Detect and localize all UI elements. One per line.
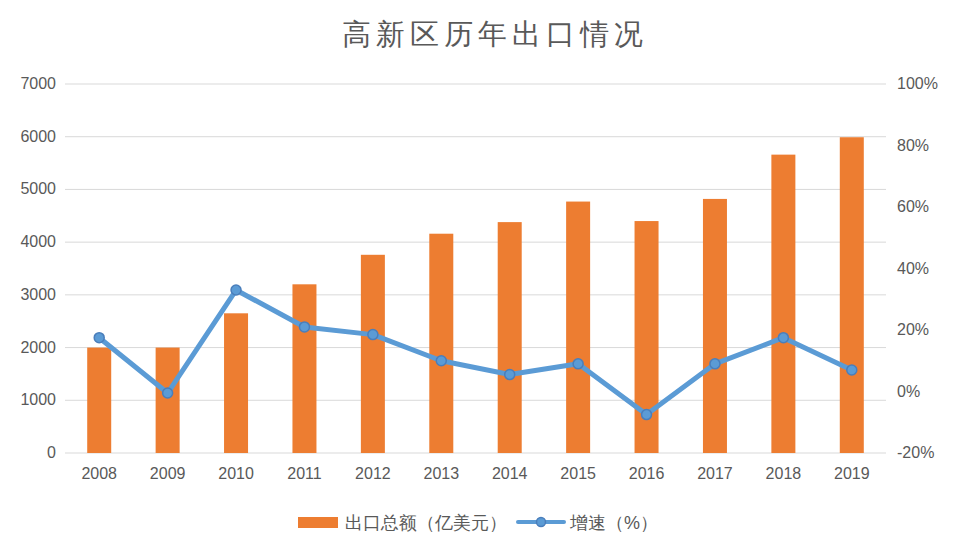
line-series xyxy=(94,285,857,420)
line-point-2011 xyxy=(299,322,309,332)
x-axis-label: 2016 xyxy=(629,465,665,482)
bar-2018 xyxy=(771,155,795,453)
legend-line-label: 增速（%） xyxy=(569,513,658,533)
legend: 出口总额（亿美元） 增速（%） xyxy=(298,513,658,533)
bar-2014 xyxy=(498,222,522,453)
bar-2009 xyxy=(156,348,180,453)
legend-bar-swatch xyxy=(298,517,338,528)
x-axis-label: 2013 xyxy=(423,465,459,482)
line-point-2019 xyxy=(847,365,857,375)
line-point-2008 xyxy=(94,333,104,343)
left-axis-label: 4000 xyxy=(20,233,56,250)
bar-2013 xyxy=(429,234,453,453)
line-point-2013 xyxy=(436,356,446,366)
line-point-2009 xyxy=(163,388,173,398)
x-axis-label: 2017 xyxy=(697,465,733,482)
chart-canvas: 高新区历年出口情况 01000200030004000500060007000 … xyxy=(0,0,955,552)
bar-2017 xyxy=(703,199,727,453)
export-chart: 高新区历年出口情况 01000200030004000500060007000 … xyxy=(0,0,955,552)
x-axis-label: 2015 xyxy=(560,465,596,482)
x-axis-label: 2010 xyxy=(218,465,254,482)
left-axis-label: 2000 xyxy=(20,339,56,356)
bar-2011 xyxy=(292,284,316,453)
x-axis-label: 2012 xyxy=(355,465,391,482)
gridlines xyxy=(65,84,886,453)
bar-2012 xyxy=(361,255,385,453)
left-axis-label: 0 xyxy=(47,444,56,461)
bar-2010 xyxy=(224,313,248,453)
left-axis-label: 3000 xyxy=(20,286,56,303)
x-axis-label: 2011 xyxy=(287,465,322,482)
right-axis-label: 20% xyxy=(897,321,929,338)
line-point-2012 xyxy=(368,330,378,340)
x-axis-tick-labels: 2008 2009 2010 2011 2012 2013 2014 2015 2016 2017… xyxy=(81,465,869,482)
right-axis-label: 40% xyxy=(897,260,929,277)
x-axis-label: 2014 xyxy=(492,465,528,482)
chart-title: 高新区历年出口情况 xyxy=(342,18,648,50)
line-point-2015 xyxy=(573,359,583,369)
right-axis-label: 60% xyxy=(897,198,929,215)
legend-line-marker xyxy=(537,518,546,527)
bar-2015 xyxy=(566,202,590,453)
left-axis-label: 1000 xyxy=(20,391,56,408)
legend-bar-label: 出口总额（亿美元） xyxy=(345,513,507,533)
right-axis-tick-labels: -20% 0% 20% 40% 60% 80% 100% xyxy=(897,75,938,461)
bar-2008 xyxy=(87,348,111,453)
right-axis-label: -20% xyxy=(897,444,934,461)
x-axis-label: 2008 xyxy=(81,465,117,482)
line-point-2018 xyxy=(778,333,788,343)
left-axis-label: 7000 xyxy=(20,75,56,92)
right-axis-label: 100% xyxy=(897,75,938,92)
x-axis-label: 2019 xyxy=(834,465,870,482)
line-point-2017 xyxy=(710,359,720,369)
left-axis-label: 5000 xyxy=(20,180,56,197)
x-axis-label: 2009 xyxy=(150,465,186,482)
left-axis-label: 6000 xyxy=(20,128,56,145)
line-point-2010 xyxy=(231,285,241,295)
bar-2019 xyxy=(840,137,864,453)
right-axis-label: 0% xyxy=(897,383,920,400)
growth-line xyxy=(99,290,852,415)
right-axis-label: 80% xyxy=(897,137,929,154)
x-axis-label: 2018 xyxy=(766,465,802,482)
line-point-2016 xyxy=(642,410,652,420)
left-axis-tick-labels: 0 1000 2000 3000 4000 5000 6000 7000 xyxy=(20,75,56,461)
line-point-2014 xyxy=(505,370,515,380)
